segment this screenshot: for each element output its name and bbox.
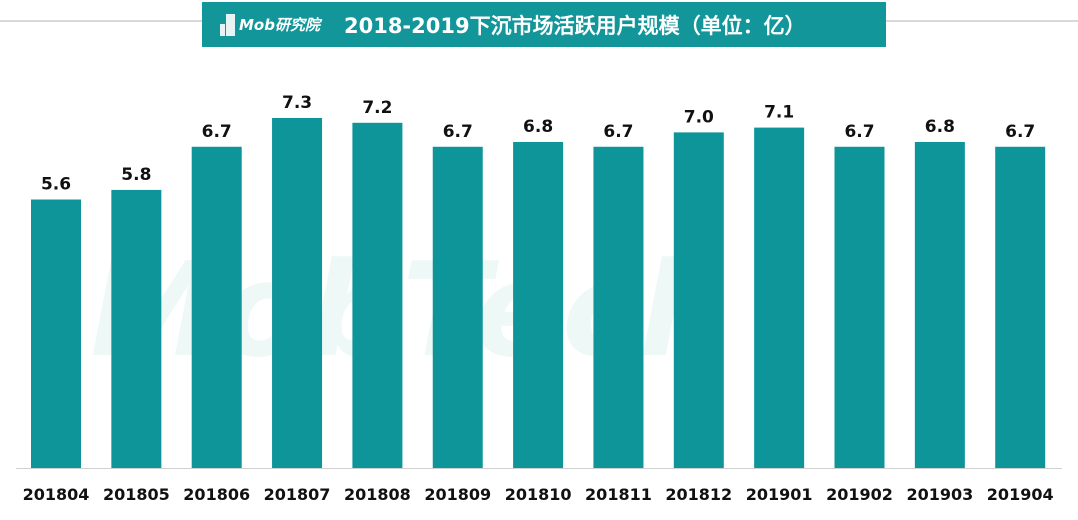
- data-label-201811: 6.7: [603, 122, 633, 142]
- chart-header: Mob研究院 2018-2019下沉市场活跃用户规模（单位：亿）: [202, 2, 886, 47]
- data-label-201806: 6.7: [202, 122, 232, 142]
- bar-201901: [754, 127, 805, 468]
- data-label-201902: 6.7: [844, 122, 874, 142]
- data-label-201805: 5.8: [121, 165, 151, 185]
- bar-201809: [432, 146, 483, 468]
- logo: Mob研究院: [220, 13, 320, 36]
- bar-201805: [111, 189, 162, 469]
- logo-text: Mob研究院: [239, 16, 320, 34]
- data-label-201807: 7.3: [282, 93, 312, 113]
- chart-title: 2018-2019下沉市场活跃用户规模（单位：亿）: [343, 13, 806, 38]
- bar-201807: [272, 118, 323, 468]
- x-tick-label-201805: 201805: [103, 485, 170, 504]
- x-tick-label-201812: 201812: [665, 485, 732, 504]
- x-tick-label-201902: 201902: [826, 485, 893, 504]
- x-tick-label-201806: 201806: [183, 485, 250, 504]
- x-tick-label-201901: 201901: [746, 485, 813, 504]
- bar-201902: [834, 146, 885, 468]
- logo-building-icon: [220, 13, 236, 36]
- bar-201810: [513, 141, 564, 468]
- bar-201808: [352, 122, 403, 468]
- x-tick-label-201810: 201810: [505, 485, 572, 504]
- x-tick-label-201809: 201809: [424, 485, 491, 504]
- data-label-201804: 5.6: [41, 175, 71, 195]
- x-tick-label-201808: 201808: [344, 485, 411, 504]
- x-tick-label-201807: 201807: [264, 485, 331, 504]
- bar-201806: [191, 146, 242, 468]
- x-tick-label-201904: 201904: [987, 485, 1054, 504]
- data-label-201808: 7.2: [362, 98, 392, 118]
- data-label-201809: 6.7: [443, 122, 473, 142]
- bar-201811: [593, 146, 644, 468]
- header-rule-left: [0, 20, 202, 22]
- header-rule-right: [886, 20, 1078, 22]
- data-label-201904: 6.7: [1005, 122, 1035, 142]
- data-label-201903: 6.8: [925, 117, 955, 137]
- data-label-201812: 7.0: [684, 107, 714, 127]
- x-tick-label-201804: 201804: [23, 485, 90, 504]
- data-label-201901: 7.1: [764, 103, 794, 123]
- bar-201903: [914, 141, 965, 468]
- data-label-201810: 6.8: [523, 117, 553, 137]
- bar-201812: [673, 132, 724, 469]
- bar-201904: [995, 146, 1046, 468]
- x-tick-label-201903: 201903: [906, 485, 973, 504]
- x-tick-label-201811: 201811: [585, 485, 652, 504]
- bar-201804: [31, 199, 81, 469]
